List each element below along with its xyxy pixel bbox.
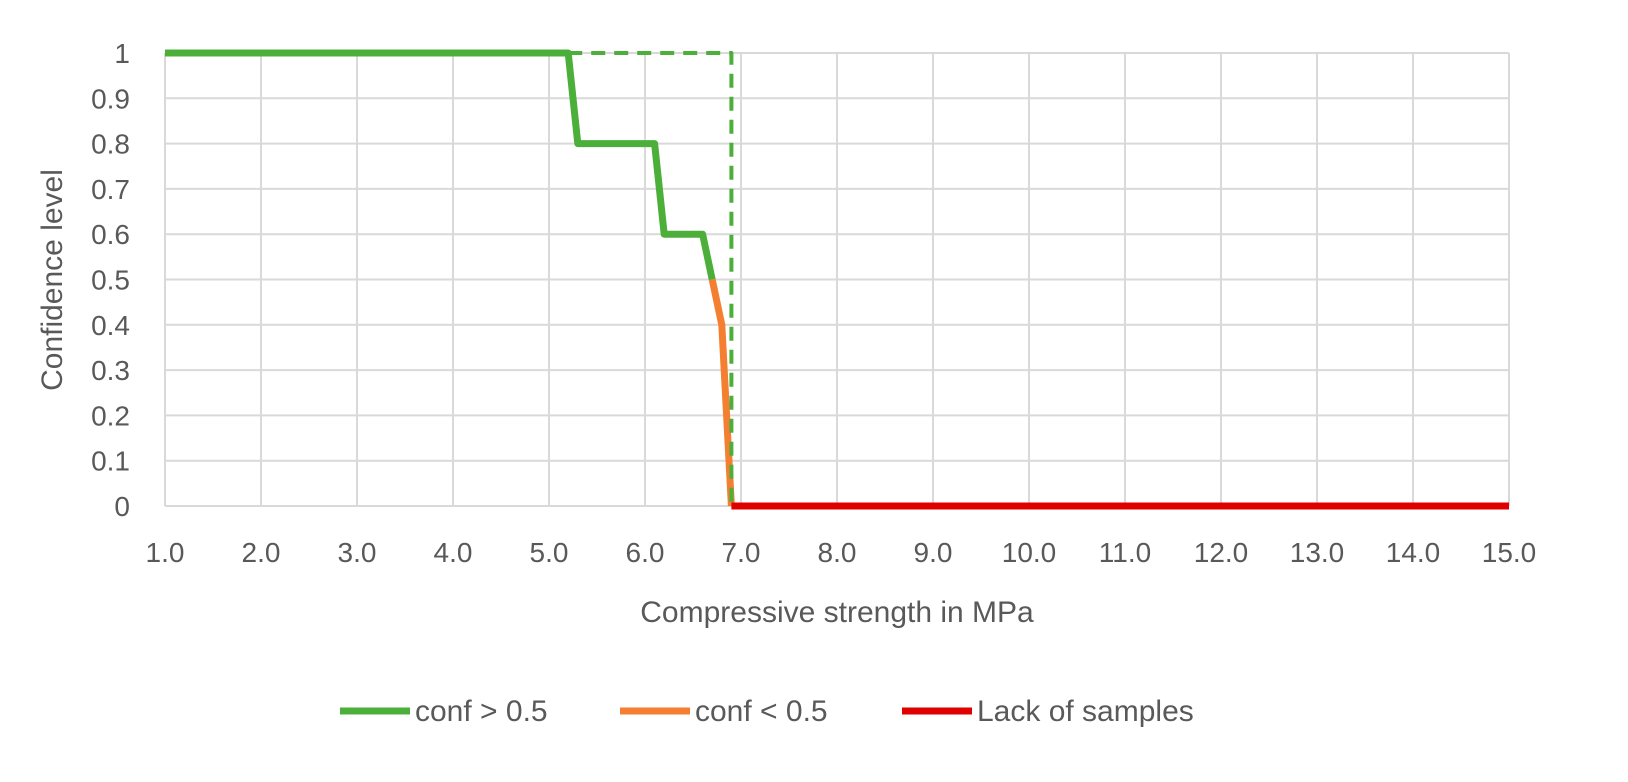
x-tick-label: 12.0 xyxy=(1194,537,1249,568)
y-tick-label: 0.6 xyxy=(91,219,130,250)
y-tick-label: 0.4 xyxy=(91,310,130,341)
x-tick-label: 9.0 xyxy=(914,537,953,568)
x-tick-label: 13.0 xyxy=(1290,537,1345,568)
x-tick-labels: 1.0 2.0 3.0 4.0 5.0 6.0 7.0 8.0 9.0 10.0 11.0 12.0 1… xyxy=(146,537,1537,568)
x-tick-label: 8.0 xyxy=(818,537,857,568)
x-tick-label: 11.0 xyxy=(1099,537,1151,568)
series-line-0 xyxy=(165,49,716,281)
legend-label: conf > 0.5 xyxy=(415,695,548,728)
y-tick-label: 1 xyxy=(114,38,130,69)
dashed-reference-line xyxy=(568,51,734,506)
x-tick-label: 6.0 xyxy=(626,537,665,568)
legend: conf > 0.5 conf < 0.5 Lack of samples xyxy=(340,695,1194,728)
legend-label: Lack of samples xyxy=(977,695,1194,728)
x-tick-label: 15.0 xyxy=(1482,537,1537,568)
y-tick-label: 0.8 xyxy=(91,129,130,160)
y-tick-label: 0.3 xyxy=(91,355,130,386)
y-axis-title: Confidence level xyxy=(36,169,69,391)
series-line-1 xyxy=(708,278,735,507)
y-tick-label: 0.2 xyxy=(91,400,130,431)
y-tick-label: 0.5 xyxy=(91,265,130,296)
y-tick-labels: 0 0.1 0.2 0.3 0.4 0.5 0.6 0.7 0.8 0.9 1 xyxy=(91,38,130,522)
series-lines xyxy=(165,49,1509,510)
x-tick-label: 2.0 xyxy=(242,537,281,568)
x-tick-label: 1.0 xyxy=(146,537,185,568)
x-axis-title: Compressive strength in MPa xyxy=(640,596,1034,629)
x-tick-label: 7.0 xyxy=(722,537,761,568)
x-tick-label: 14.0 xyxy=(1386,537,1441,568)
y-tick-label: 0 xyxy=(114,491,130,522)
y-tick-label: 0.7 xyxy=(91,174,130,205)
grid xyxy=(164,52,1510,507)
x-tick-label: 4.0 xyxy=(434,537,473,568)
y-tick-label: 0.9 xyxy=(91,83,130,114)
x-tick-label: 10.0 xyxy=(1002,537,1057,568)
x-tick-label: 5.0 xyxy=(530,537,569,568)
x-tick-label: 3.0 xyxy=(338,537,377,568)
y-tick-label: 0.1 xyxy=(91,446,130,477)
legend-label: conf < 0.5 xyxy=(695,695,828,728)
